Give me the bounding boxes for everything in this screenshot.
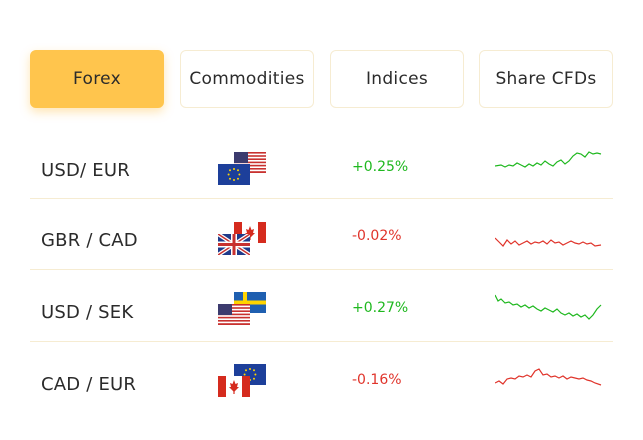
sparkline-chart	[495, 363, 603, 393]
flag-pair	[218, 152, 268, 186]
table-row[interactable]: USD / SEK +0.27%	[30, 269, 613, 342]
uk-flag-icon	[218, 234, 250, 255]
currency-pair: CAD / EUR	[41, 374, 136, 395]
market-tabs: Forex Commodities Indices Share CFDs	[0, 0, 643, 120]
tab-share-cfds[interactable]: Share CFDs	[479, 50, 613, 108]
sparkline-chart	[495, 148, 603, 178]
currency-pair: USD / SEK	[41, 302, 133, 323]
price-change: -0.16%	[352, 372, 402, 388]
tab-commodities[interactable]: Commodities	[180, 50, 314, 108]
table-row[interactable]: CAD / EUR -0.16%	[30, 341, 613, 413]
flag-pair	[218, 222, 268, 256]
currency-pair: GBR / CAD	[41, 230, 138, 251]
flag-pair	[218, 292, 268, 326]
sparkline-chart	[495, 228, 603, 258]
price-change: -0.02%	[352, 228, 402, 244]
sparkline-chart	[495, 293, 603, 323]
price-change: +0.25%	[352, 159, 408, 175]
eu-flag-icon	[218, 164, 250, 185]
table-row[interactable]: GBR / CAD -0.02%	[30, 198, 613, 270]
table-row[interactable]: USD/ EUR +0.25%	[30, 130, 613, 199]
flag-pair	[218, 364, 268, 398]
canada-flag-icon	[218, 376, 250, 397]
tab-indices[interactable]: Indices	[330, 50, 464, 108]
us-flag-icon	[218, 304, 250, 325]
tab-forex[interactable]: Forex	[30, 50, 164, 108]
currency-pair: USD/ EUR	[41, 160, 130, 181]
price-change: +0.27%	[352, 300, 408, 316]
